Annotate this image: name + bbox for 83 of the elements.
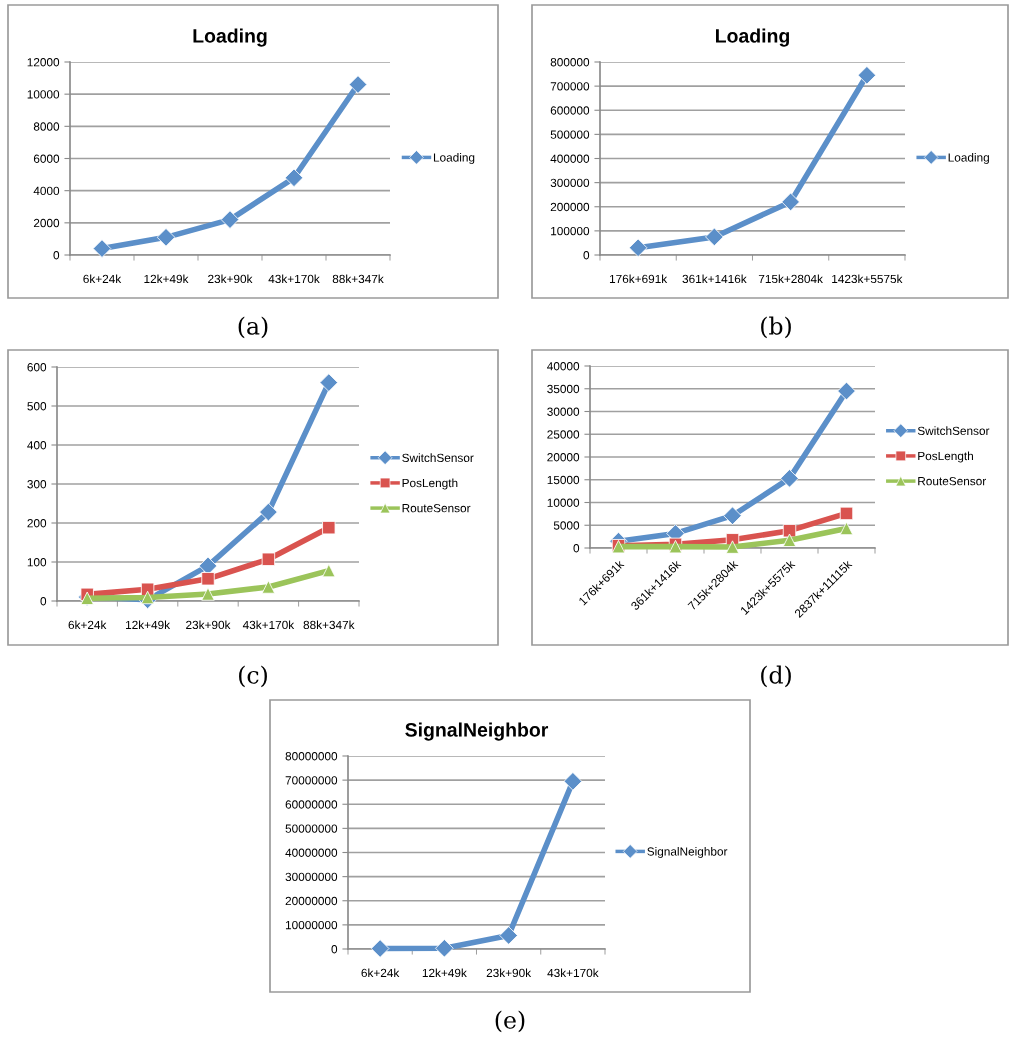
x-tick-label: 1423k+5575k [832,274,903,284]
y-tick-label: 12000 [27,58,60,67]
y-tick-label: 60000000 [285,800,338,809]
x-tick-label: 6k+24k [68,620,107,630]
y-tick-label: 6000 [33,154,60,163]
y-tick-label: 0 [573,544,580,553]
legend-label: Loading [433,153,475,164]
x-tick-label: 361k+1416k [682,274,747,284]
y-tick-label: 8000 [33,122,60,131]
y-tick-label: 0 [583,251,590,260]
legend-label: Loading [948,153,989,164]
x-tick-label: 23k+90k [186,620,231,630]
y-tick-label: 40000000 [285,848,338,857]
y-tick-label: 30000 [547,407,580,416]
legend-label: SignalNeighbor [647,847,728,858]
y-tick-label: 10000000 [285,920,338,930]
text: (c) [239,665,267,688]
y-tick-label: 500 [27,402,47,411]
chart-title: SignalNeighbor [405,722,549,741]
point [781,192,800,212]
y-tick-label: 80000000 [285,752,338,761]
x-tick-label: 12k+49k [144,274,189,284]
y-tick-label: 100000 [551,226,590,236]
y-tick-label: 0 [331,945,338,954]
y-tick-label: 0 [53,251,60,260]
legend-label: SwitchSensor [917,426,990,435]
point [156,228,176,247]
y-tick-label: 600000 [550,106,590,115]
chart-title: Loading [193,28,267,47]
y-tick-label: 100 [27,558,47,567]
x-tick-label: 6k+24k [83,274,122,284]
x-tick-label: 12k+49k [422,968,467,978]
legend-label: PosLength [918,451,973,463]
x-tick-label: 23k+90k [486,968,532,978]
point [284,168,304,188]
x-tick-label: 88k+347k [303,620,355,630]
y-tick-label: 0 [40,597,47,606]
y-tick-label: 20000000 [285,896,338,906]
y-tick-label: 300000 [550,178,590,188]
y-tick-label: 40000 [547,362,580,371]
y-tick-label: 4000 [33,186,60,196]
y-tick-label: 200 [27,519,47,528]
legend-label: RouteSensor [402,503,471,513]
y-tick-label: 15000 [547,475,580,485]
y-tick-label: 400 [27,441,47,450]
x-tick-label: 43k+170k [268,274,320,284]
y-tick-label: 10000 [27,90,60,99]
x-tick-label: 715k+2804k [758,274,823,284]
y-tick-label: 70000000 [285,776,338,785]
point [782,524,797,538]
y-tick-label: 600 [27,363,47,372]
x-tick-label: 43k+170k [547,968,599,978]
point [563,772,583,791]
y-tick-label: 10000 [547,498,580,507]
legend-label: PosLength [402,478,458,490]
x-tick-label: 6k+24k [361,968,400,978]
x-tick-label: 12k+49k [126,620,171,630]
y-tick-label: 700000 [550,82,590,91]
chart-title: Loading [716,28,789,47]
y-tick-label: 20000 [547,453,580,462]
legend-label: SwitchSensor [402,453,474,462]
y-tick-label: 300 [27,480,47,489]
x-tick-label: 88k+347k [332,274,384,284]
legend-label: RouteSensor [918,476,987,486]
x-tick-label: 43k+170k [242,620,295,630]
y-tick-label: 800000 [550,58,590,67]
point [319,373,339,392]
x-tick-label: 23k+90k [208,274,253,284]
y-tick-label: 500000 [550,130,590,139]
text: (b) [761,316,791,339]
y-tick-label: 5000 [553,521,580,530]
y-tick-label: 400000 [550,154,590,163]
y-tick-label: 200000 [550,202,590,212]
text: (d) [761,665,791,688]
text: (e) [495,1010,525,1033]
y-tick-label: 25000 [547,430,580,439]
point [723,506,742,525]
y-tick-label: 35000 [547,384,580,394]
y-tick-label: 30000000 [285,872,338,882]
y-tick-label: 50000000 [285,824,338,833]
y-tick-label: 2000 [33,218,60,228]
text: (a) [238,316,268,339]
x-tick-label: 176k+691k [609,274,668,284]
